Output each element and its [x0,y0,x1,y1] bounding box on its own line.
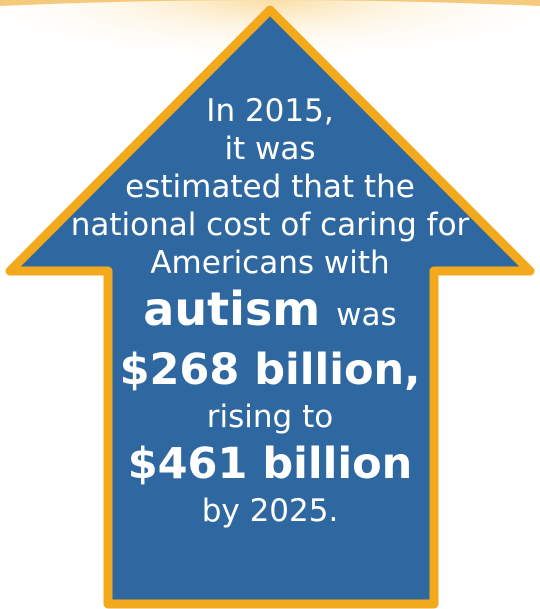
message-line-it-was: it was [224,131,316,167]
message-line-americans: Americans with [150,245,390,281]
message-line-autism: autism was [60,282,480,342]
autism-emphasis: autism [143,282,321,336]
message-line-2025-cost: $461 billion [127,439,413,489]
message-line-national-cost: national cost of caring for [70,207,470,243]
was-text: was [336,297,397,333]
message-line-by-2025: by 2025. [201,493,339,529]
message-line-year: In 2015, [206,93,334,129]
cost-message: In 2015, it was estimated that the natio… [60,92,480,530]
arrow-body [5,5,535,609]
message-line-estimated: estimated that the [125,169,415,205]
message-line-rising: rising to [206,399,334,435]
message-line-2015-cost: $268 billion, [119,345,421,395]
